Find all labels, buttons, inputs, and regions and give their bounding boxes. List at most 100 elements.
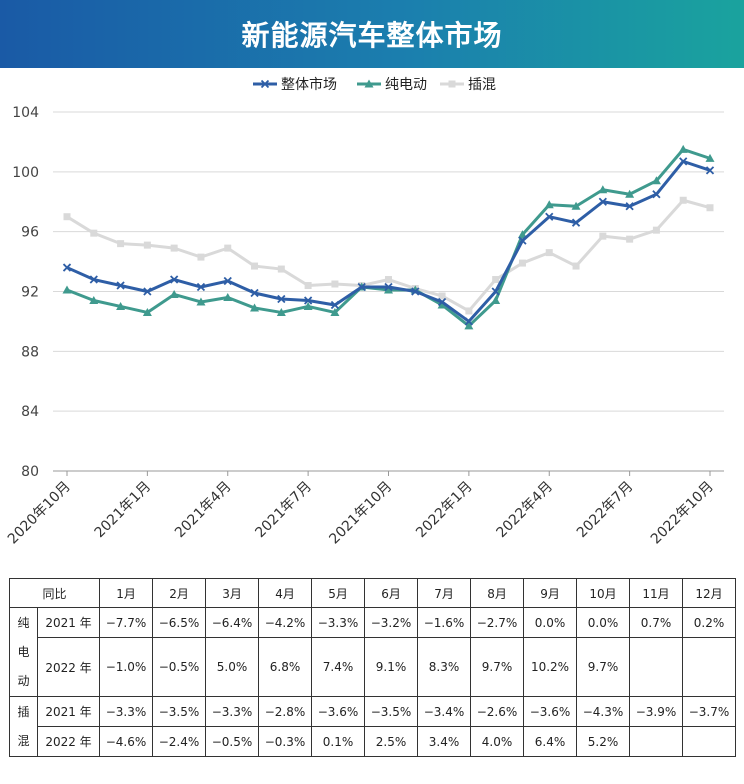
group-label-char: 电 [17,644,30,659]
group-label-char: 混 [17,733,30,748]
data-point [62,263,72,272]
data-point [303,296,313,305]
data-point [464,321,474,330]
data-point [62,285,72,294]
data-point [116,281,125,290]
data-point [678,144,688,153]
data-point [572,262,580,270]
data-point [330,300,340,310]
table-header-cell: 11月 [629,578,684,608]
value-cell: 9.7% [470,637,525,697]
data-point [277,294,286,304]
data-point [63,213,71,221]
y-tick-label: 92 [21,285,39,301]
value-cell [629,637,684,697]
series-line [66,159,711,323]
group-label-phev: 插 混 [9,696,38,757]
data-point [517,230,527,239]
data-point [89,295,99,304]
value-cell: 4.0% [470,726,525,757]
data-point [331,280,339,288]
data-point [518,259,526,267]
data-point [117,240,125,248]
value-cell: 5.2% [576,726,631,757]
table-header-row: 同比 1月 2月 3月 4月 5月 6月 7月 8月 9月 10月 11月 12… [8,578,737,608]
data-point [143,241,151,249]
group-label-char: 插 [17,704,30,719]
value-cell: −3.3% [311,607,366,638]
data-point [491,295,501,304]
value-cell: 2.5% [364,726,419,757]
value-cell: 0.0% [576,607,631,638]
data-point [705,153,715,162]
x-tick-label: 2021年4月 [172,479,235,542]
data-point [625,202,634,211]
x-tick-label: 2022年10月 [648,479,717,548]
data-point [679,196,687,204]
value-cell: 0.7% [629,607,684,638]
data-point [571,218,581,227]
data-point [544,200,554,209]
table-header-cell: 7月 [417,578,472,608]
data-point [330,307,340,316]
table-header-cell: 10月 [576,578,631,608]
table-header-cell: 8月 [470,578,525,608]
data-point [651,176,661,185]
value-cell [682,726,737,757]
data-point [357,282,366,292]
data-point [598,197,607,206]
page-title: 新能源汽车整体市场 [241,19,503,52]
data-point [518,236,527,245]
data-point [90,229,98,237]
x-tick-label: 2020年10月 [5,479,74,548]
value-cell: −0.5% [152,637,207,697]
data-point [303,301,313,310]
data-point [626,235,634,243]
table-header-cell: 3月 [205,578,260,608]
data-point [625,189,635,198]
value-cell: −1.0% [99,637,154,697]
data-point [652,190,661,199]
data-point [679,157,688,166]
data-point [223,292,233,301]
data-point [196,282,206,292]
data-point [169,289,179,298]
y-tick-label: 88 [21,344,39,360]
value-cell: 0.0% [523,607,578,638]
data-point [464,317,474,326]
data-point [277,265,285,273]
value-cell: 8.3% [417,637,472,697]
value-cell [629,726,684,757]
data-point [438,292,446,300]
title-banner: 新能源汽车整体市场 [0,0,744,68]
value-cell: −3.5% [364,696,419,727]
x-tick-label: 2022年4月 [493,479,556,542]
value-cell: 0.2% [682,607,737,638]
value-cell: 6.8% [258,637,313,697]
data-point [411,287,420,296]
data-point [304,282,312,290]
group-label-bev: 纯 电 动 [9,607,38,697]
value-cell: −3.2% [364,607,419,638]
y-tick-label: 80 [21,464,39,480]
series-line [66,198,711,313]
data-point [705,166,715,175]
value-cell: −3.6% [523,696,578,727]
data-point [276,307,286,316]
data-point [545,212,554,221]
value-cell: −4.6% [99,726,154,757]
data-point [142,307,152,316]
table-header-cell: 2月 [152,578,207,608]
yoy-table: 同比 1月 2月 3月 4月 5月 6月 7月 8月 9月 10月 11月 12… [8,578,737,757]
value-cell: −6.4% [205,607,260,638]
year-cell: 2021 年 [36,607,101,638]
data-point [143,287,152,296]
value-cell: −3.9% [629,696,684,727]
table-header-cell: 6月 [364,578,419,608]
value-cell: −4.2% [258,607,313,638]
legend-label: 整体市场 [281,76,337,93]
value-cell: −3.3% [205,696,260,727]
value-cell: −1.6% [417,607,472,638]
y-tick-label: 84 [21,404,39,420]
data-point [652,226,660,234]
